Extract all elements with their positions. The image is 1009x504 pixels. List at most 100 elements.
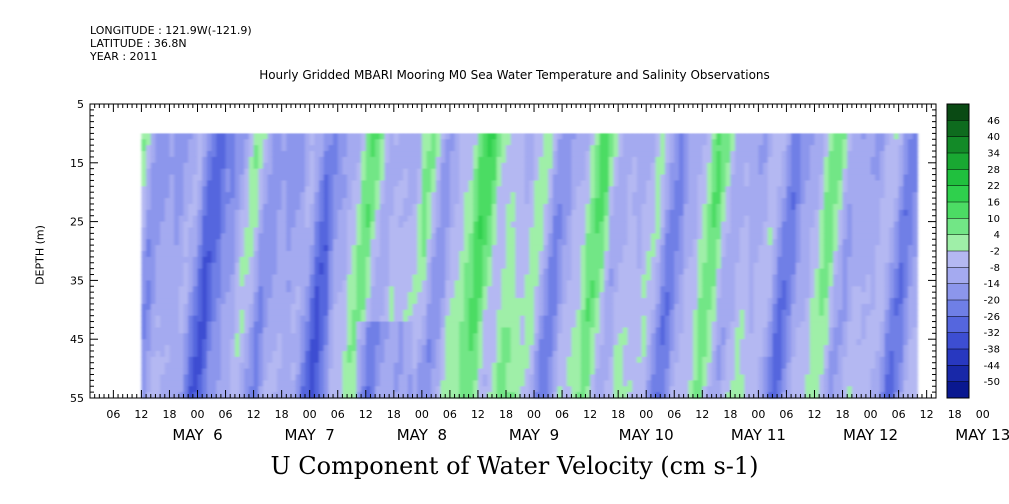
heatmap-cell: [365, 145, 372, 152]
heatmap-cell: [482, 356, 488, 364]
heatmap-cell: [646, 180, 652, 187]
heatmap-cell: [580, 133, 587, 140]
heatmap-cell: [566, 156, 573, 164]
heatmap-cell: [305, 333, 311, 340]
heatmap-cell: [267, 256, 273, 264]
heatmap-cell: [323, 174, 329, 182]
heatmap-cell: [538, 303, 544, 311]
heatmap-cell: [347, 292, 353, 299]
heatmap-cell: [552, 145, 558, 152]
heatmap-cell: [379, 339, 386, 346]
heatmap-cell: [440, 192, 446, 199]
heatmap-cell: [501, 139, 507, 146]
heatmap-cell: [248, 192, 255, 199]
heatmap-cell: [272, 309, 278, 317]
heatmap-cell: [244, 315, 250, 323]
heatmap-cell: [211, 168, 217, 176]
heatmap-cell: [276, 245, 283, 252]
heatmap-cell: [459, 256, 465, 264]
heatmap-cell: [608, 286, 615, 293]
heatmap-cell: [183, 392, 189, 399]
heatmap-cell: [594, 274, 601, 281]
heatmap-cell: [178, 215, 185, 223]
heatmap-cell: [370, 274, 376, 281]
heatmap-cell: [211, 145, 217, 152]
heatmap-cell: [319, 268, 325, 276]
heatmap-cell: [468, 162, 474, 170]
heatmap-cell: [608, 368, 615, 376]
heatmap-cell: [225, 333, 231, 340]
heatmap-cell: [328, 286, 334, 293]
heatmap-cell: [412, 292, 418, 299]
heatmap-cell: [454, 380, 460, 387]
heatmap-cell: [646, 192, 652, 199]
heatmap-cell: [361, 151, 367, 158]
heatmap-cell: [576, 345, 582, 352]
heatmap-cell: [459, 339, 465, 346]
heatmap-cell: [534, 345, 540, 352]
heatmap-cell: [393, 356, 400, 364]
heatmap-cell: [398, 321, 404, 329]
heatmap-cell: [604, 133, 610, 140]
heatmap-cell: [445, 362, 451, 370]
heatmap-cell: [379, 221, 386, 229]
heatmap-cell: [655, 186, 661, 193]
heatmap-cell: [650, 380, 657, 387]
heatmap-cell: [477, 315, 484, 323]
heatmap-cell: [267, 368, 273, 376]
heatmap-cell: [375, 362, 381, 370]
heatmap-cell: [608, 215, 615, 223]
heatmap-cell: [482, 209, 488, 217]
heatmap-cell: [407, 274, 414, 281]
heatmap-cell: [234, 321, 241, 329]
heatmap-cell: [627, 333, 633, 340]
heatmap-cell: [552, 221, 558, 229]
heatmap-cell: [576, 303, 582, 311]
heatmap-cell: [225, 245, 231, 252]
heatmap-cell: [604, 203, 610, 211]
heatmap-cell: [155, 339, 161, 346]
heatmap-cell: [146, 286, 152, 293]
heatmap-cell: [468, 362, 474, 370]
heatmap-cell: [178, 339, 185, 346]
heatmap-cell: [211, 156, 217, 164]
heatmap-cell: [604, 321, 610, 329]
heatmap-cell: [375, 245, 381, 252]
heatmap-cell: [225, 350, 231, 358]
heatmap-cell: [543, 350, 549, 358]
heatmap-cell: [618, 386, 624, 393]
heatmap-cell: [632, 350, 638, 358]
heatmap-cell: [417, 286, 423, 293]
heatmap-cell: [183, 233, 189, 240]
heatmap-cell: [482, 333, 488, 340]
heatmap-cell: [576, 286, 582, 293]
heatmap-cell: [370, 192, 376, 199]
heatmap-cell: [379, 286, 386, 293]
heatmap-cell: [300, 262, 306, 270]
heatmap-cell: [197, 133, 203, 140]
heatmap-cell: [174, 392, 180, 399]
heatmap-cell: [534, 309, 540, 317]
heatmap-cell: [426, 392, 432, 399]
heatmap-cell: [426, 186, 432, 193]
heatmap-cell: [328, 209, 334, 217]
heatmap-cell: [351, 245, 358, 252]
heatmap-cell: [389, 292, 395, 299]
heatmap-cell: [562, 386, 568, 393]
heatmap-cell: [342, 203, 348, 211]
heatmap-cell: [141, 245, 147, 252]
heatmap-cell: [178, 333, 185, 340]
heatmap-cell: [585, 392, 591, 399]
heatmap-cell: [183, 268, 189, 276]
heatmap-cell: [510, 309, 516, 317]
heatmap-cell: [239, 133, 245, 140]
heatmap-cell: [435, 321, 442, 329]
heatmap-cell: [403, 368, 409, 376]
heatmap-cell: [164, 380, 171, 387]
heatmap-cell: [169, 221, 175, 229]
heatmap-cell: [594, 280, 601, 287]
heatmap-cell: [211, 298, 217, 305]
heatmap-cell: [505, 262, 512, 270]
heatmap-cell: [473, 239, 479, 246]
heatmap-cell: [599, 227, 605, 234]
